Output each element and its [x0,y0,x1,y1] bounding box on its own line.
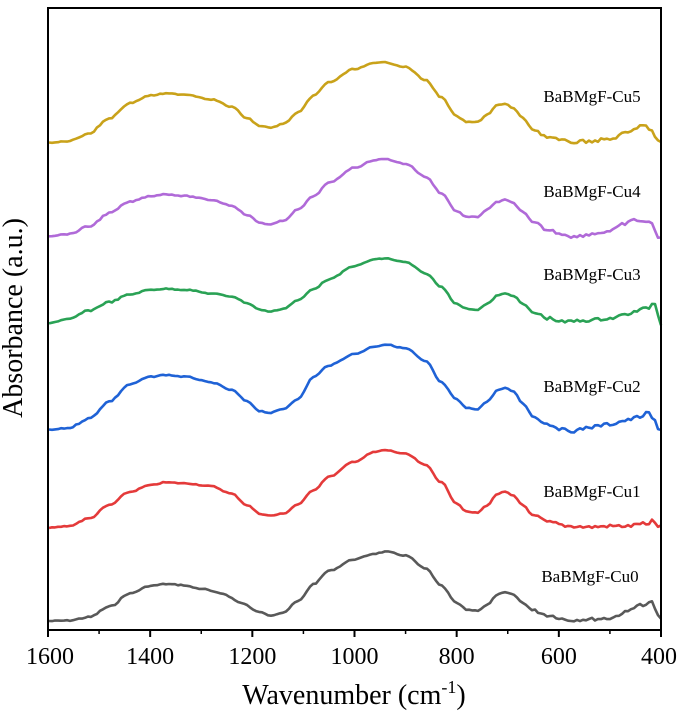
series-line-babmgf-cu4 [48,157,662,240]
x-axis-label: Wavenumber (cm-1) [242,677,465,711]
x-tick-label-800: 800 [439,644,475,670]
y-axis-label: Absorbance (a.u.) [0,218,29,418]
series-label-babmgf-cu3: BaBMgF-Cu3 [543,265,640,284]
x-tick-label-600: 600 [541,644,577,670]
series-label-babmgf-cu4: BaBMgF-Cu4 [543,182,641,201]
series-label-babmgf-cu1: BaBMgF-Cu1 [543,482,640,501]
x-tick-label-1000: 1000 [331,644,379,670]
series-line-babmgf-cu0 [48,550,662,623]
series-labels: BaBMgF-Cu0 BaBMgF-Cu1 BaBMgF-Cu2 BaBMgF-Cu3… [541,87,641,586]
series-line-babmgf-cu5 [48,60,662,145]
series-line-babmgf-cu1 [48,448,662,530]
series-label-babmgf-cu5: BaBMgF-Cu5 [543,87,640,106]
x-tick-label-1400: 1400 [126,644,174,670]
series-line-babmgf-cu2 [48,343,662,434]
x-tick-label-1600: 1600 [26,644,74,670]
plot-lines [48,60,663,623]
x-tick-label-400: 400 [641,644,677,670]
x-tick-label-1200: 1200 [228,644,276,670]
series-label-babmgf-cu0: BaBMgF-Cu0 [541,567,638,586]
x-axis-ticks: 1600 1400 1200 1000 800 600 400 [26,630,677,670]
series-line-babmgf-cu3 [48,257,663,326]
series-label-babmgf-cu2: BaBMgF-Cu2 [543,377,640,396]
